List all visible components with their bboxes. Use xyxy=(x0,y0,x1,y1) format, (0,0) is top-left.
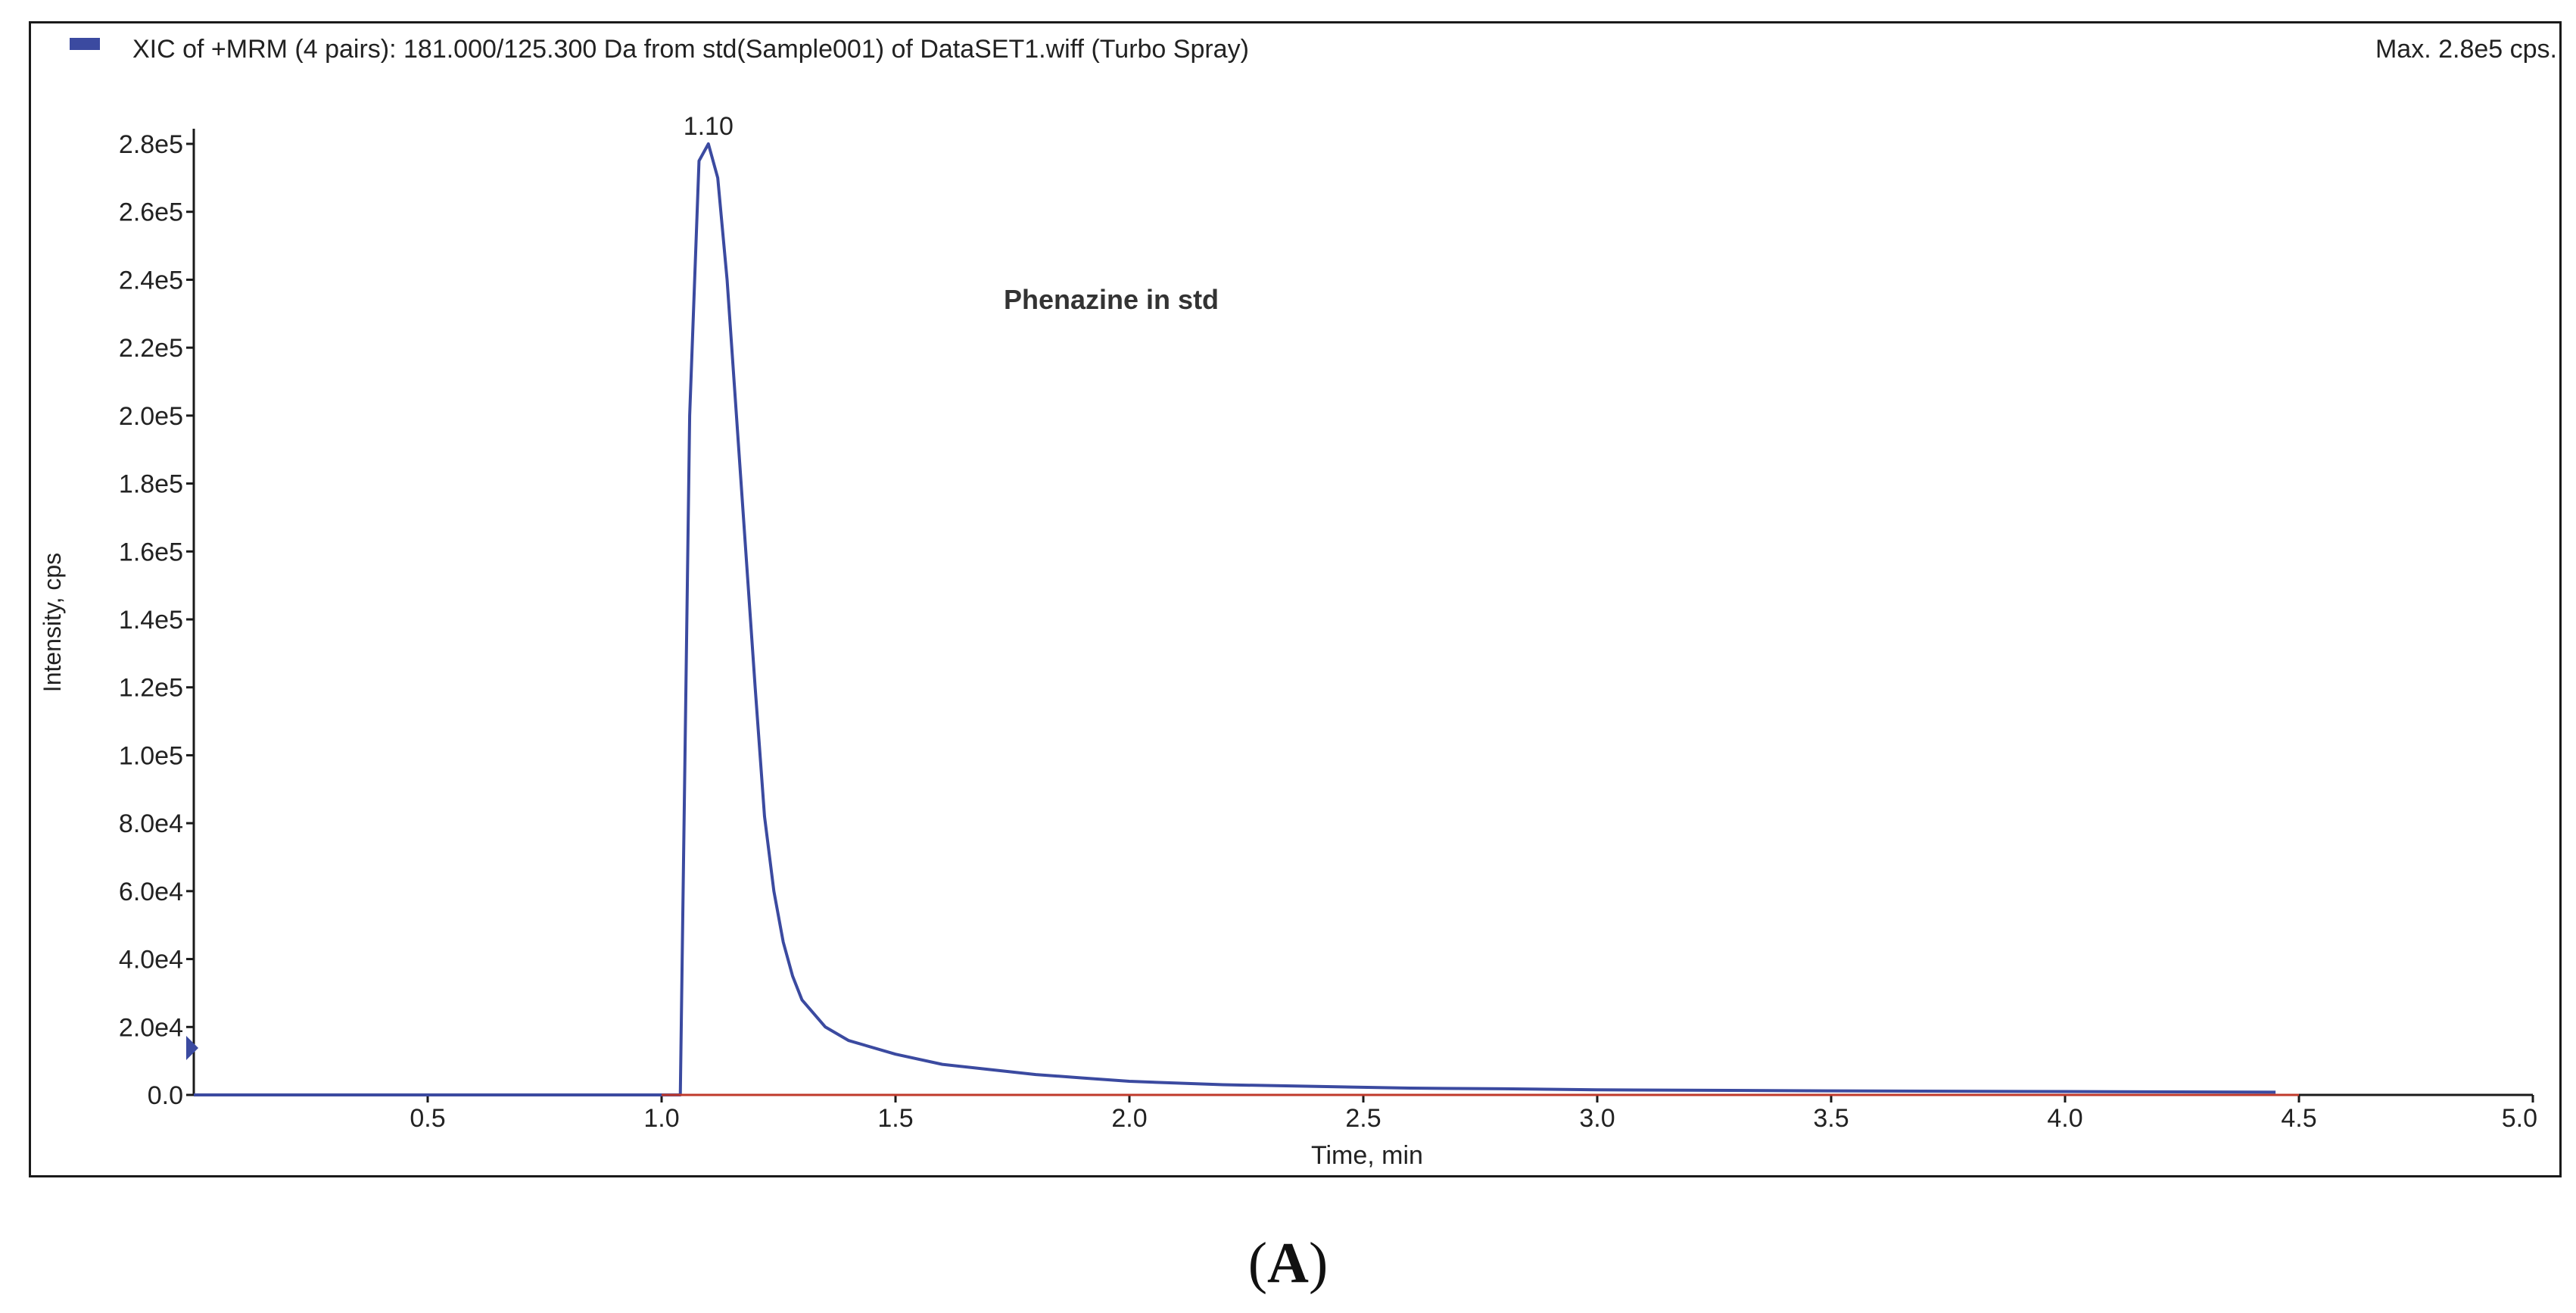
panel-label: (A) xyxy=(0,1230,2576,1296)
y-axis-label: Intensity, cps xyxy=(39,553,66,692)
max-label: Max. 2.8e5 cps. xyxy=(2375,35,2557,64)
y-tick-label: 4.0e4 xyxy=(119,946,183,975)
y-tick-label: 1.8e5 xyxy=(119,470,183,499)
x-tick-label: 3.5 xyxy=(1813,1104,1849,1133)
chart-annotation: Phenazine in std xyxy=(1004,284,1219,315)
x-tick-label: 5.0 xyxy=(2502,1104,2537,1133)
x-tick-label: 0.5 xyxy=(410,1104,445,1133)
y-tick-label: 2.4e5 xyxy=(119,266,183,295)
panel-open-paren: ( xyxy=(1248,1231,1268,1295)
y-tick-label: 1.4e5 xyxy=(119,606,183,635)
x-ticks: 0.5 1.0 1.5 2.0 2.5 3.0 3.5 4.0 4.5 5.0 xyxy=(410,1095,2537,1133)
chart-frame xyxy=(29,21,2562,1177)
legend-swatch xyxy=(70,38,100,50)
y-tick-label: 6.0e4 xyxy=(119,878,183,906)
y-tick-label: 2.8e5 xyxy=(119,130,183,159)
y-tick-label: 2.6e5 xyxy=(119,198,183,227)
x-tick-label: 3.0 xyxy=(1579,1104,1615,1133)
y-tick-label: 2.2e5 xyxy=(119,334,183,363)
x-tick-label: 1.5 xyxy=(877,1104,913,1133)
y-tick-label: 2.0e5 xyxy=(119,402,183,431)
x-tick-label: 2.0 xyxy=(1111,1104,1147,1133)
panel-close-paren: ) xyxy=(1308,1231,1328,1295)
left-axis-marker xyxy=(186,1036,198,1060)
x-tick-label: 1.0 xyxy=(643,1104,679,1133)
y-tick-label: 1.6e5 xyxy=(119,538,183,566)
peak-label: 1.10 xyxy=(684,112,734,141)
series-line-xic xyxy=(194,142,2276,1096)
y-tick-label: 1.2e5 xyxy=(119,674,183,703)
x-axis-label: Time, min xyxy=(1311,1141,1423,1170)
panel-letter: A xyxy=(1267,1231,1309,1295)
x-tick-label: 2.5 xyxy=(1345,1104,1381,1133)
y-tick-label: 8.0e4 xyxy=(119,809,183,838)
xic-title: XIC of +MRM (4 pairs): 181.000/125.300 D… xyxy=(132,35,1249,64)
y-tick-label: 1.0e5 xyxy=(119,741,183,770)
x-tick-label: 4.0 xyxy=(2047,1104,2082,1133)
x-tick-label: 4.5 xyxy=(2281,1104,2316,1133)
y-tick-label: 2.0e4 xyxy=(119,1013,183,1042)
series-group xyxy=(194,142,2299,1096)
y-ticks: 0.0 2.0e4 4.0e4 6.0e4 8.0e4 1.0e5 1.2e5 1.4e5 1.… xyxy=(119,130,194,1110)
y-tick-label: 0.0 xyxy=(148,1081,183,1110)
